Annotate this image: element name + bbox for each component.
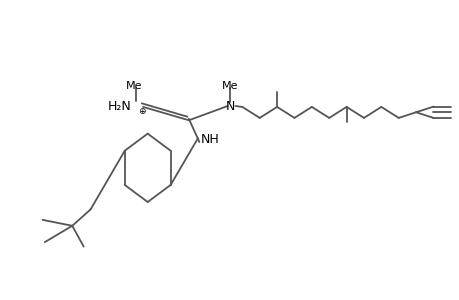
Text: ⊕: ⊕ <box>138 107 146 116</box>
Text: Me: Me <box>221 81 238 91</box>
Text: N: N <box>225 100 234 113</box>
Text: H₂N: H₂N <box>108 100 131 113</box>
Text: NH: NH <box>200 133 218 146</box>
Text: Me: Me <box>125 81 142 91</box>
